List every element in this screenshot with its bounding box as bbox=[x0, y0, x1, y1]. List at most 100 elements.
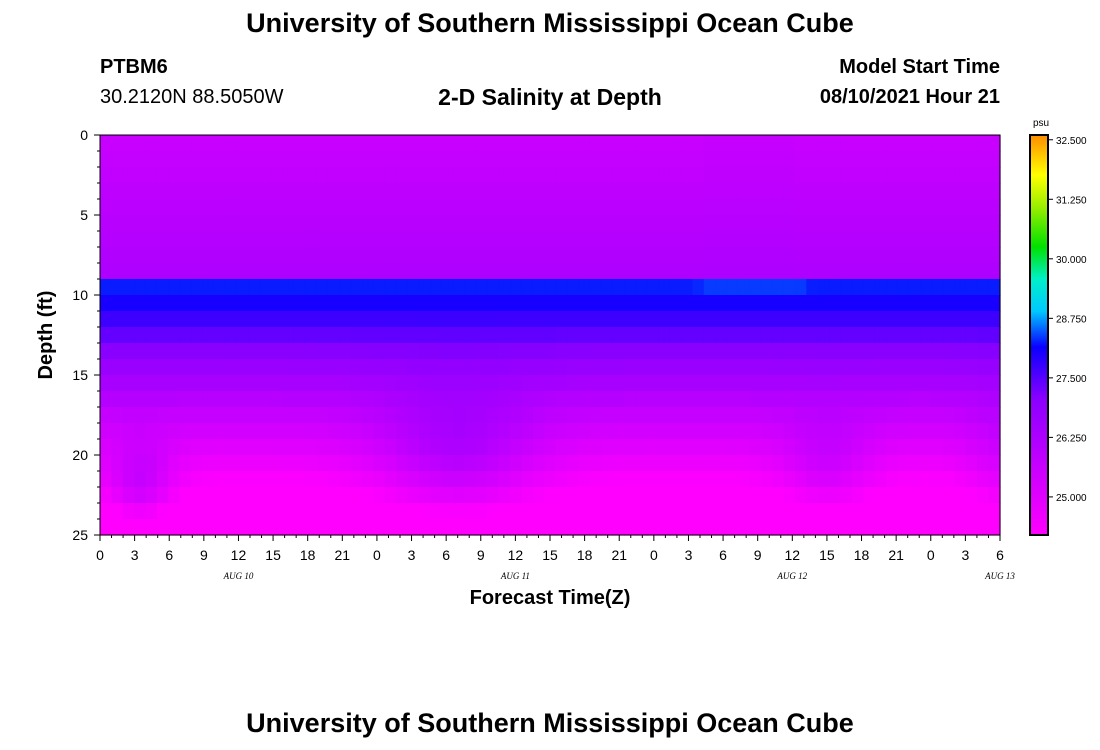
heatmap-cell bbox=[794, 471, 807, 488]
heatmap-cell bbox=[521, 279, 534, 296]
heatmap-cell bbox=[521, 359, 534, 376]
heatmap-cell bbox=[122, 263, 135, 280]
heatmap-cell bbox=[703, 263, 716, 280]
heatmap-cell bbox=[259, 407, 272, 424]
heatmap-cell bbox=[213, 279, 226, 296]
heatmap-cell bbox=[977, 471, 990, 488]
heatmap-cell bbox=[726, 151, 739, 168]
heatmap-cell bbox=[658, 183, 671, 200]
heatmap-cell bbox=[783, 407, 796, 424]
heatmap-cell bbox=[100, 231, 112, 248]
heatmap-cell bbox=[840, 215, 853, 232]
heatmap-cell bbox=[760, 311, 773, 328]
heatmap-cell bbox=[464, 135, 477, 152]
heatmap-cell bbox=[658, 279, 671, 296]
heatmap-cell bbox=[908, 295, 921, 312]
heatmap-cell bbox=[202, 471, 215, 488]
heatmap-cell bbox=[396, 503, 409, 520]
heatmap-cell bbox=[145, 311, 158, 328]
heatmap-cell bbox=[692, 311, 705, 328]
heatmap-cell bbox=[920, 487, 933, 504]
heatmap-cell bbox=[840, 183, 853, 200]
heatmap-cell bbox=[373, 311, 386, 328]
heatmap-cell bbox=[624, 151, 637, 168]
heatmap-cell bbox=[430, 407, 443, 424]
heatmap-cell bbox=[213, 231, 226, 248]
heatmap-cell bbox=[327, 519, 340, 536]
heatmap-cell bbox=[817, 279, 830, 296]
heatmap-cell bbox=[886, 295, 899, 312]
heatmap-cell bbox=[179, 471, 192, 488]
heatmap-cell bbox=[282, 487, 295, 504]
heatmap-cell bbox=[407, 199, 420, 216]
heatmap-cell bbox=[612, 343, 625, 360]
heatmap-cell bbox=[760, 135, 773, 152]
heatmap-cell bbox=[886, 503, 899, 520]
heatmap-cell bbox=[920, 439, 933, 456]
heatmap-cell bbox=[225, 503, 238, 520]
heatmap-cell bbox=[270, 455, 283, 472]
heatmap-cell bbox=[965, 135, 978, 152]
heatmap-cell bbox=[931, 471, 944, 488]
heatmap-cell bbox=[886, 311, 899, 328]
heatmap-cell bbox=[362, 439, 375, 456]
heatmap-cell bbox=[532, 183, 545, 200]
heatmap-cell bbox=[954, 359, 967, 376]
heatmap-cell bbox=[692, 375, 705, 392]
heatmap-cell bbox=[510, 311, 523, 328]
heatmap-cell bbox=[213, 327, 226, 344]
chart-subtitle: 2-D Salinity at Depth bbox=[438, 84, 662, 110]
heatmap-cell bbox=[339, 295, 352, 312]
heatmap-cell bbox=[965, 487, 978, 504]
heatmap-cell bbox=[453, 295, 466, 312]
heatmap-cell bbox=[441, 487, 454, 504]
heatmap-cell bbox=[794, 199, 807, 216]
heatmap-cell bbox=[532, 359, 545, 376]
heatmap-cell bbox=[134, 199, 147, 216]
heatmap-cell bbox=[122, 167, 135, 184]
heatmap-cell bbox=[646, 247, 659, 264]
heatmap-cell bbox=[829, 151, 842, 168]
heatmap-cell bbox=[646, 327, 659, 344]
heatmap-cell bbox=[396, 471, 409, 488]
heatmap-cell bbox=[396, 391, 409, 408]
heatmap-cell bbox=[703, 231, 716, 248]
heatmap-cell bbox=[715, 151, 728, 168]
heatmap-cell bbox=[418, 375, 431, 392]
heatmap-cell bbox=[806, 167, 819, 184]
heatmap-cell bbox=[692, 167, 705, 184]
heatmap-cell bbox=[646, 439, 659, 456]
heatmap-cell bbox=[396, 423, 409, 440]
heatmap-cell bbox=[441, 503, 454, 520]
heatmap-cell bbox=[350, 183, 363, 200]
heatmap-cell bbox=[703, 455, 716, 472]
heatmap-cell bbox=[954, 263, 967, 280]
heatmap-cell bbox=[532, 391, 545, 408]
heatmap-cell bbox=[259, 423, 272, 440]
heatmap-cell bbox=[920, 215, 933, 232]
heatmap-cell bbox=[521, 471, 534, 488]
heatmap-cell bbox=[794, 311, 807, 328]
heatmap-cell bbox=[532, 423, 545, 440]
heatmap-cell bbox=[772, 439, 785, 456]
heatmap-cell bbox=[179, 423, 192, 440]
heatmap-cell bbox=[464, 215, 477, 232]
heatmap-cell bbox=[977, 263, 990, 280]
heatmap-cell bbox=[213, 295, 226, 312]
heatmap-cell bbox=[567, 359, 580, 376]
heatmap-cell bbox=[567, 519, 580, 536]
heatmap-cell bbox=[225, 359, 238, 376]
heatmap-cell bbox=[886, 343, 899, 360]
heatmap-cell bbox=[407, 279, 420, 296]
heatmap-cell bbox=[134, 215, 147, 232]
heatmap-cell bbox=[475, 343, 488, 360]
heatmap-cell bbox=[168, 391, 181, 408]
heatmap-cell bbox=[715, 439, 728, 456]
heatmap-cell bbox=[772, 487, 785, 504]
heatmap-cell bbox=[817, 199, 830, 216]
heatmap-cell bbox=[396, 183, 409, 200]
heatmap-cell bbox=[624, 183, 637, 200]
heatmap-cell bbox=[464, 311, 477, 328]
heatmap-cell bbox=[908, 263, 921, 280]
